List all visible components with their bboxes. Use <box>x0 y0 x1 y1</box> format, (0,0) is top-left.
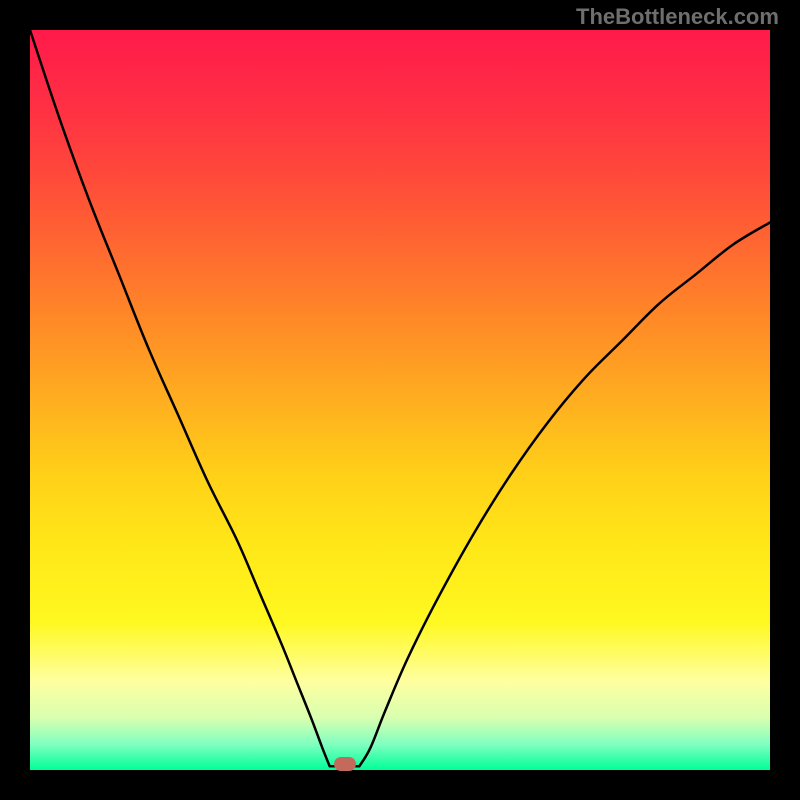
plot-area <box>30 30 770 770</box>
chart-container: TheBottleneck.com <box>0 0 800 800</box>
watermark-text: TheBottleneck.com <box>576 4 779 30</box>
bottleneck-curve <box>30 30 770 770</box>
optimum-marker <box>334 757 356 771</box>
